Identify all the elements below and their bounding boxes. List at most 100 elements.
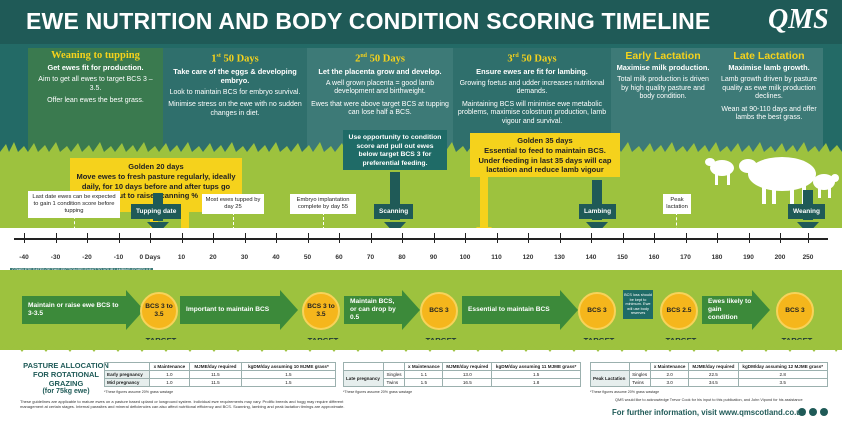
axis-tick: [528, 233, 529, 243]
axis-tick: [87, 233, 88, 243]
bcs-coin-6: BCS 3: [776, 292, 814, 330]
axis-tick-label: -10: [113, 254, 124, 261]
axis-tick-label: 70: [366, 254, 375, 261]
axis-tick-label: 50: [303, 254, 312, 261]
phase-body: Lamb growth driven by pasture quality as…: [720, 76, 818, 122]
facebook-icon[interactable]: [798, 408, 806, 416]
axis-tick: [465, 233, 466, 243]
pasture-allocation-title: PASTURE ALLOCATION FOR ROTATIONAL GRAZIN…: [23, 361, 109, 396]
axis-tick: [307, 233, 309, 243]
phase-late-lactation: Late Lactation Maximise lamb growth. Lam…: [715, 48, 823, 152]
axis-tick: [433, 233, 435, 243]
axis-tick-label: 10: [177, 254, 186, 261]
phase-subtitle: Maximise lamb growth.: [728, 63, 810, 72]
timeline-axis: [14, 238, 828, 240]
phase-body: A well grown placenta = good lamb develo…: [311, 79, 449, 117]
embryo-callout: Embryo implantation complete by day 55: [290, 194, 356, 214]
last-date-line: [74, 205, 75, 235]
golden-body: Essential to feed to maintain BCS. Under…: [478, 146, 612, 174]
axis-tick-label: 100: [459, 254, 471, 261]
axis-tick-label: 110: [491, 254, 502, 261]
golden-stem-right: [181, 212, 189, 230]
golden-title: Golden 35 days: [517, 136, 573, 145]
footer-website-link[interactable]: For further information, visit www.qmsco…: [612, 408, 806, 417]
bcs-coin-5: BCS 2.5: [660, 292, 698, 330]
bcs-loss-note: BCS loss should be kept to minimum. Ewe …: [623, 290, 653, 319]
peak-line: [676, 212, 677, 236]
footer-disclaimer: These guidelines are applicable to matur…: [20, 399, 345, 409]
youtube-icon[interactable]: [820, 408, 828, 416]
axis-tick-label: 200: [774, 254, 786, 261]
axis-tick-label: -40: [19, 254, 29, 261]
axis-tick-label: 0 Days: [139, 254, 161, 261]
phase-title: 3rd 50 Days: [507, 53, 557, 65]
axis-tick: [622, 233, 624, 243]
axis-tick-label: 250: [802, 254, 814, 261]
axis-tick: [654, 233, 655, 243]
phase-early-lactation: Early Lactation Maximise milk production…: [611, 48, 715, 152]
bcs-coin-1: BCS 3 to 3.5: [140, 292, 178, 330]
axis-tick: [717, 233, 718, 243]
tupping-date-label: Tupping date: [131, 204, 182, 219]
axis-tick-label: 190: [743, 254, 754, 261]
axis-tick-label: 170: [680, 254, 691, 261]
axis-tick-label: 80: [398, 254, 406, 261]
pasture-table-late-pregnancy: x Maintenance MJME/day required kgDM/day…: [342, 362, 581, 387]
axis-tick: [276, 233, 277, 243]
phase-body: Growing foetus and udder increases nutri…: [457, 79, 607, 125]
most-tupped-line: [233, 207, 234, 235]
qms-logo: QMS: [768, 4, 829, 35]
table2-note: *These figures assume 20% grass wastage: [343, 390, 413, 394]
golden-title: Golden 20 days: [128, 162, 184, 171]
golden-stem-left: [150, 212, 158, 230]
axis-tick: [150, 233, 151, 243]
grass-edge-bottom: [0, 340, 842, 352]
weaning-label: Weaning: [788, 204, 825, 219]
axis-tick-label: 180: [711, 254, 723, 261]
axis-tick-label: -20: [82, 254, 92, 261]
bcs-coin-4: BCS 3: [578, 292, 616, 330]
phase-subtitle: Ensure ewes are fit for lambing.: [476, 66, 588, 76]
axis-tick-label: 120: [522, 254, 534, 261]
phase-first-50-days: 1st 50 Days Take care of the eggs & deve…: [163, 48, 307, 152]
phase-weaning-to-tupping: Weaning to tupping Get ewes fit for prod…: [28, 48, 163, 152]
twitter-icon[interactable]: [809, 408, 817, 416]
axis-tick-label: 150: [617, 254, 628, 261]
lambing-stem: [592, 180, 602, 220]
golden-35-stem: [480, 177, 488, 229]
axis-tick: [748, 233, 750, 243]
axis-tick: [339, 233, 340, 243]
axis-tick: [808, 233, 809, 243]
axis-tick-label: 30: [240, 254, 249, 261]
bcs-coin-2: BCS 3 to 3.5: [302, 292, 340, 330]
axis-tick: [591, 233, 592, 243]
scanning-label: Scanning: [374, 204, 414, 219]
axis-tick: [181, 233, 183, 243]
phase-title: Late Lactation: [733, 50, 805, 62]
most-tupped-callout: Most ewes tupped by day 25: [202, 194, 264, 214]
pasture-table-peak-lactation: x Maintenance MJME/day required kgDM/day…: [589, 362, 828, 387]
axis-tick: [118, 233, 120, 243]
last-date-callout: Last date ewes can be expected to gain 1…: [28, 191, 120, 218]
axis-tick: [370, 233, 372, 243]
phase-subtitle: Take care of the eggs & developing embry…: [173, 66, 297, 85]
phase-body: Total milk production is driven by high …: [617, 76, 709, 101]
axis-tick: [244, 233, 246, 243]
peak-lactation-callout: Peak lactation: [663, 194, 691, 214]
axis-tick: [55, 233, 57, 243]
axis-tick-label: 60: [335, 254, 343, 261]
sheep-illustration: [705, 157, 839, 204]
axis-tick: [24, 233, 25, 243]
phase-title: Early Lactation: [625, 50, 701, 62]
phase-subtitle: Let the placenta grow and develop.: [318, 66, 442, 76]
pasture-table-pregnancy: x Maintenance MJME/day required kgDM/day…: [104, 362, 337, 387]
axis-tick: [685, 233, 687, 243]
axis-tick: [213, 233, 214, 243]
phase-body: Look to maintain BCS for embryo survival…: [168, 88, 302, 117]
axis-tick: [402, 233, 403, 243]
lambing-label: Lambing: [579, 204, 617, 219]
phase-title: Weaning to tupping: [51, 50, 140, 61]
page-title: EWE NUTRITION AND BODY CONDITION SCORING…: [26, 8, 711, 34]
axis-tick: [496, 233, 498, 243]
axis-tick: [780, 233, 781, 243]
